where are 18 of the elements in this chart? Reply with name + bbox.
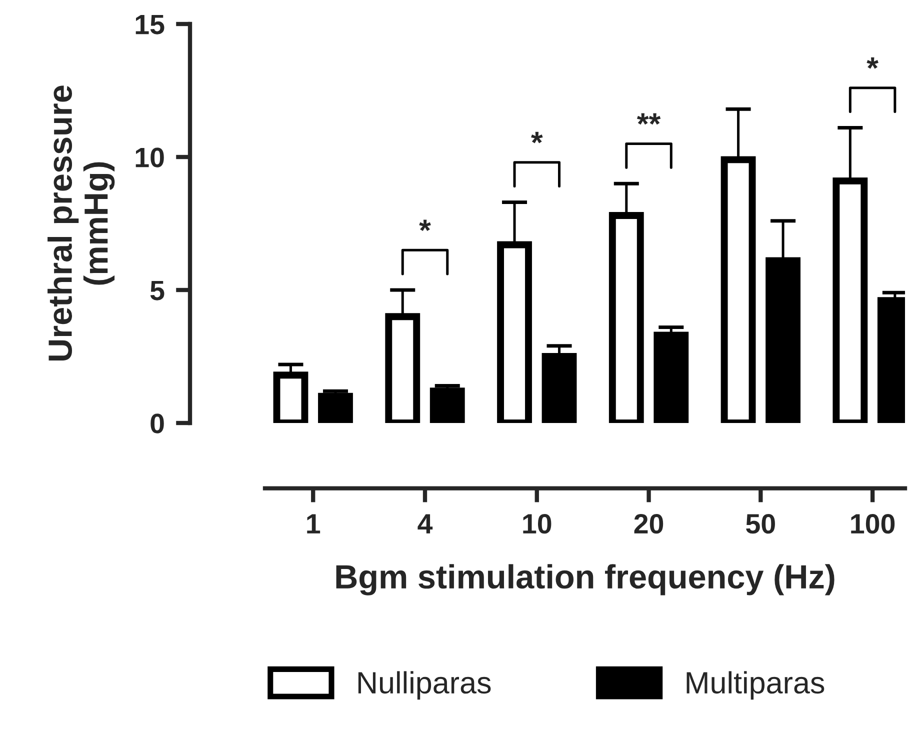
annotation: * [419, 220, 431, 232]
x-tick-label: 20 [634, 514, 664, 534]
x-tick-label: 100 [851, 514, 895, 534]
x-tick-label: 50 [746, 514, 775, 534]
y-tick-label: 10 [136, 148, 164, 168]
legend-label: Multiparas [686, 671, 824, 700]
x-tick-label: 4 [418, 514, 433, 534]
annotation: ** [636, 113, 661, 125]
y-tick-label: 0 [150, 414, 164, 434]
y-tick-label: 15 [136, 14, 164, 34]
annotation: * [531, 132, 543, 144]
x-axis-title: Bgm stimulation frequency (Hz) [336, 564, 834, 596]
legend-label: Nulliparas [358, 671, 491, 700]
annotation: * [866, 57, 878, 69]
x-tick-label: 10 [523, 514, 552, 534]
y-tick-label: 5 [150, 280, 164, 300]
x-tick-label: 1 [307, 514, 320, 534]
y-axis-title: Urethral pressure (mmHg) [48, 86, 115, 360]
